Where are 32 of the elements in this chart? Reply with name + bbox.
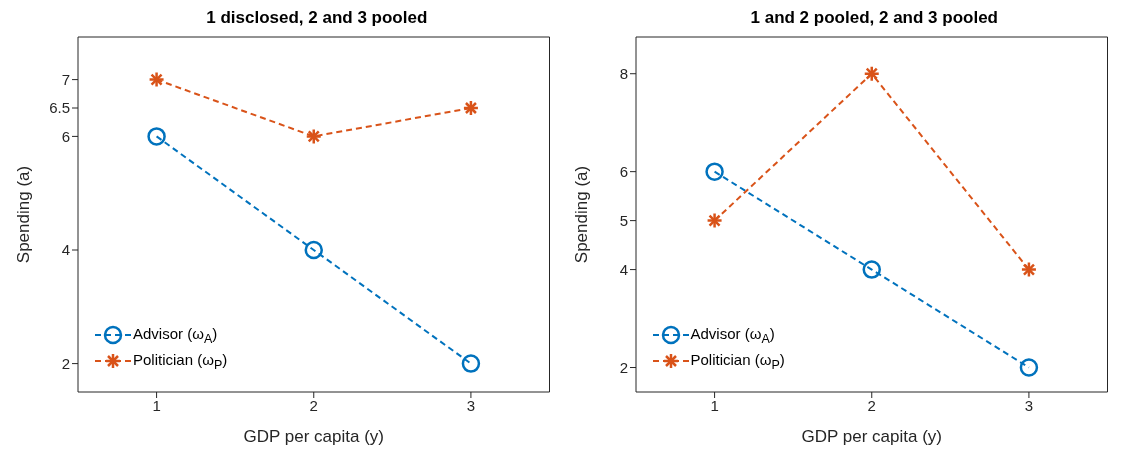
legend-label: Advisor (ω$_{A}$) [690, 324, 775, 346]
y-tick-label: 2 [61, 354, 70, 372]
point [304, 240, 323, 260]
legend-label: Politician (ω$_{P}$) [690, 350, 785, 372]
x-axis-title: GDP per capita (y) [243, 427, 384, 446]
x-tick-label: 3 [1024, 396, 1033, 414]
x-tick-label: 1 [152, 396, 161, 414]
y-tick-label: 6.5 [49, 99, 70, 117]
y-axis-title: Spending (a) [14, 165, 34, 264]
point [1019, 358, 1038, 377]
point [704, 162, 724, 181]
x-tick-label: 2 [867, 396, 876, 414]
x-tick-label: 1 [709, 396, 719, 414]
chart-title: 1 disclosed, 2 and 3 pooled [205, 8, 429, 29]
y-tick-label: 4 [619, 260, 628, 278]
x-axis-title: GDP per capita (y) [801, 427, 942, 446]
x-tick-label: 3 [466, 396, 476, 414]
y-tick-label: 8 [619, 65, 628, 83]
chart-title: 1 and 2 pooled, 2 and 3 pooled [749, 8, 999, 29]
point [862, 260, 881, 279]
y-tick-label: 2 [619, 358, 628, 376]
y-tick-label: 4 [61, 241, 70, 259]
legend-label: Politician (ω$_{P}$) [133, 350, 228, 372]
y-tick-label: 6 [61, 127, 70, 145]
y-tick-label: 6 [619, 162, 628, 180]
x-tick-label: 2 [309, 396, 318, 414]
point [461, 354, 481, 373]
y-tick-label: 5 [619, 211, 628, 229]
point [147, 127, 166, 146]
y-tick-label: 7 [61, 70, 70, 88]
y-axis-title: Spending (a) [571, 165, 591, 264]
legend-label: Advisor (ω$_{A}$) [133, 324, 218, 346]
